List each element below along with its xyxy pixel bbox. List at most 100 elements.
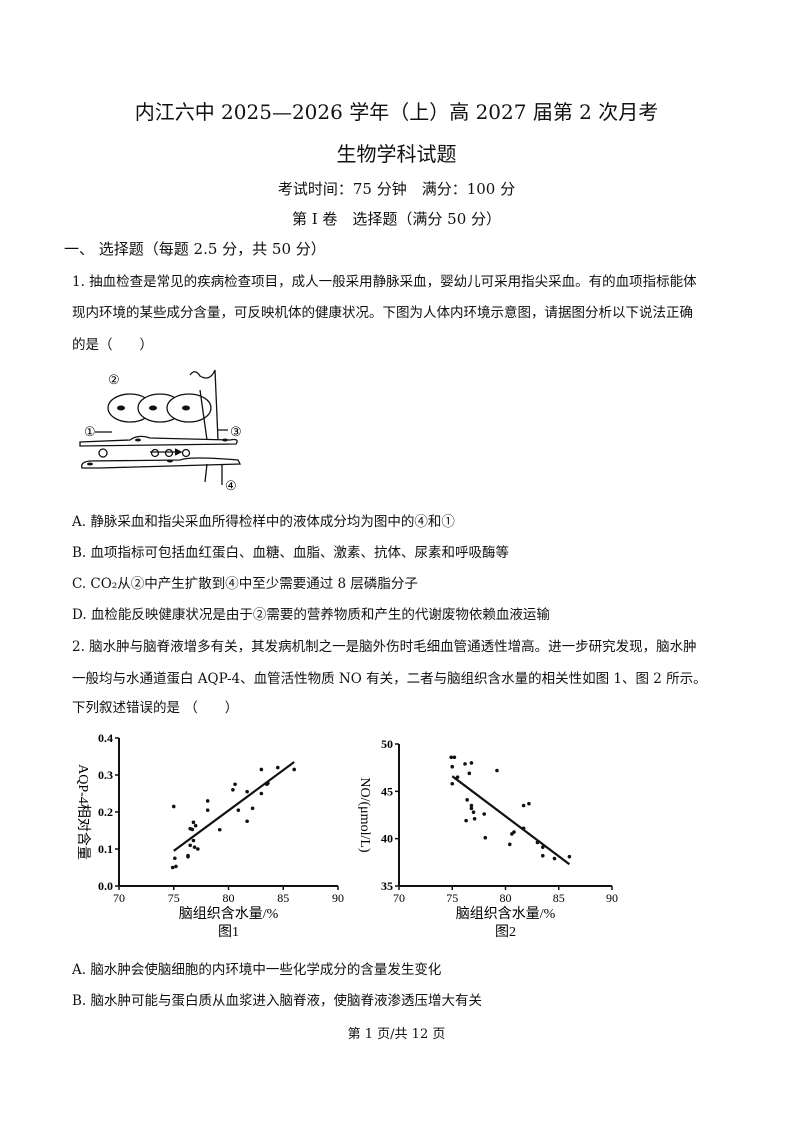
page-footer: 第 1 页/共 12 页 (347, 1027, 446, 1042)
data-point (540, 853, 545, 858)
data-point (482, 812, 487, 816)
section-heading: 第 I 卷 选择题（满分 50 分） (291, 210, 502, 228)
data-point (205, 808, 210, 812)
data-point (275, 765, 280, 770)
y-tick-label: 0.3 (98, 768, 113, 782)
data-point (250, 806, 255, 811)
x-tick-label: 75 (446, 891, 458, 905)
data-point (186, 854, 190, 859)
data-point (259, 767, 264, 772)
y-tick-label: 40 (381, 832, 393, 846)
x-tick-label: 85 (277, 891, 289, 905)
data-point (450, 781, 455, 786)
x-tick-label: 70 (393, 891, 405, 905)
data-point (527, 801, 531, 806)
q1-option-d: D. 血检能反映健康状况是由于②需要的营养物质和产生的代谢废物依赖血液运输 (72, 607, 550, 623)
data-point (455, 775, 460, 779)
data-point (495, 768, 499, 773)
y-axis-label: NO/(μmol/L) (357, 777, 372, 852)
data-point (567, 854, 572, 859)
exam-info: 考试时间：75 分钟 满分：100 分 (277, 180, 516, 198)
exam-title: 内江六中 2025—2026 学年（上）高 2027 届第 2 次月考 (134, 100, 659, 124)
x-tick-label: 80 (223, 891, 235, 905)
x-tick-label: 80 (500, 891, 512, 905)
data-point (483, 835, 488, 840)
data-point (174, 864, 178, 869)
data-point (507, 842, 512, 847)
y-tick-label: 50 (381, 737, 393, 751)
data-point (552, 856, 557, 861)
q1-option-c: C. CO₂从②中产生扩散到④中至少需要通过 8 层磷脂分子 (72, 576, 418, 592)
data-point (464, 818, 468, 823)
data-point (465, 798, 469, 802)
q1-line: 现内环境的某些成分含量，可反映机体的健康状况。下图为人体内环境示意图，请据图分析… (72, 305, 693, 321)
y-tick-label: 45 (381, 784, 393, 798)
data-point (231, 788, 235, 792)
y-tick-label: 0.2 (98, 805, 113, 819)
y-tick-label: 0.4 (98, 731, 113, 745)
data-point (191, 820, 196, 825)
x-tick-label: 90 (332, 891, 344, 905)
data-point (512, 830, 516, 834)
data-point (450, 764, 455, 769)
data-point (171, 804, 176, 809)
data-point (233, 782, 237, 787)
data-point (190, 827, 195, 832)
label-4: ④ (225, 478, 237, 493)
data-point (236, 808, 241, 812)
data-point (540, 845, 545, 849)
data-point (259, 791, 264, 796)
part-heading: 一、 选择题（每题 2.5 分，共 50 分） (64, 240, 326, 258)
x-axis-label: 脑组织含水量/% (179, 906, 279, 922)
data-point (469, 803, 474, 808)
q2-line: 2. 脑水肿与脑脊液增多有关，其发病机制之一是脑外伤时毛细血管通透性增高。进一步… (72, 639, 697, 655)
exam-subtitle: 生物学科试题 (336, 142, 457, 166)
data-point (521, 803, 526, 808)
label-2: ② (108, 372, 120, 387)
data-point (467, 771, 472, 776)
data-point (245, 789, 249, 794)
x-axis-label: 脑组织含水量/% (456, 906, 556, 922)
data-point (205, 799, 210, 803)
figure-caption: 图1 (218, 925, 239, 940)
q2-option-b: B. 脑水肿可能与蛋白质从血浆进入脑脊液，使脑脊液渗透压增大有关 (72, 993, 483, 1009)
internal-environment-diagram: ② ① ③ ④ (79, 369, 242, 493)
trend-line (451, 775, 571, 866)
data-point (193, 823, 198, 828)
data-point (452, 755, 457, 760)
q1-option-a: A. 静脉采血和指尖采血所得检样中的液体成分均为图中的④和① (72, 514, 455, 530)
q1-option-b: B. 血项指标可包括血红蛋白、血糖、血脂、激素、抗体、尿素和呼吸酶等 (72, 545, 510, 561)
label-3: ③ (230, 424, 242, 439)
data-point (245, 819, 249, 824)
q1-line: 1. 抽血检查是常见的疾病检查项目，成人一般采用静脉采血，婴幼儿可采用指尖采血。… (72, 274, 697, 290)
y-tick-label: 0.1 (98, 842, 113, 856)
data-point (449, 755, 453, 760)
q2-line: 下列叙述错误的是 （ ） (72, 700, 239, 716)
trend-line (173, 761, 295, 852)
y-tick-label: 0.0 (98, 879, 113, 893)
y-axis-label: AQP-4相对含量 (75, 764, 91, 860)
data-point (196, 847, 200, 851)
y-tick-label: 35 (381, 879, 393, 893)
x-tick-label: 85 (553, 891, 565, 905)
data-point (170, 865, 175, 870)
x-tick-label: 75 (168, 891, 180, 905)
figure-caption: 图2 (495, 925, 516, 940)
data-point (191, 838, 196, 843)
x-tick-label: 90 (606, 891, 618, 905)
data-point (472, 816, 477, 821)
q2-option-a: A. 脑水肿会使脑细胞的内环境中一些化学成分的含量发生变化 (72, 962, 442, 978)
data-point (463, 762, 467, 766)
q1-line: 的是（ ） (72, 337, 153, 353)
label-1: ① (84, 424, 96, 439)
data-point (292, 767, 297, 772)
data-point (217, 827, 222, 832)
data-point (469, 806, 474, 811)
q2-line: 一般均与水通道蛋白 AQP-4、血管活性物质 NO 有关，二者与脑组织含水量的相… (72, 671, 707, 687)
data-point (471, 810, 476, 814)
data-point (192, 845, 197, 849)
data-point (188, 843, 192, 848)
data-point (173, 856, 177, 861)
